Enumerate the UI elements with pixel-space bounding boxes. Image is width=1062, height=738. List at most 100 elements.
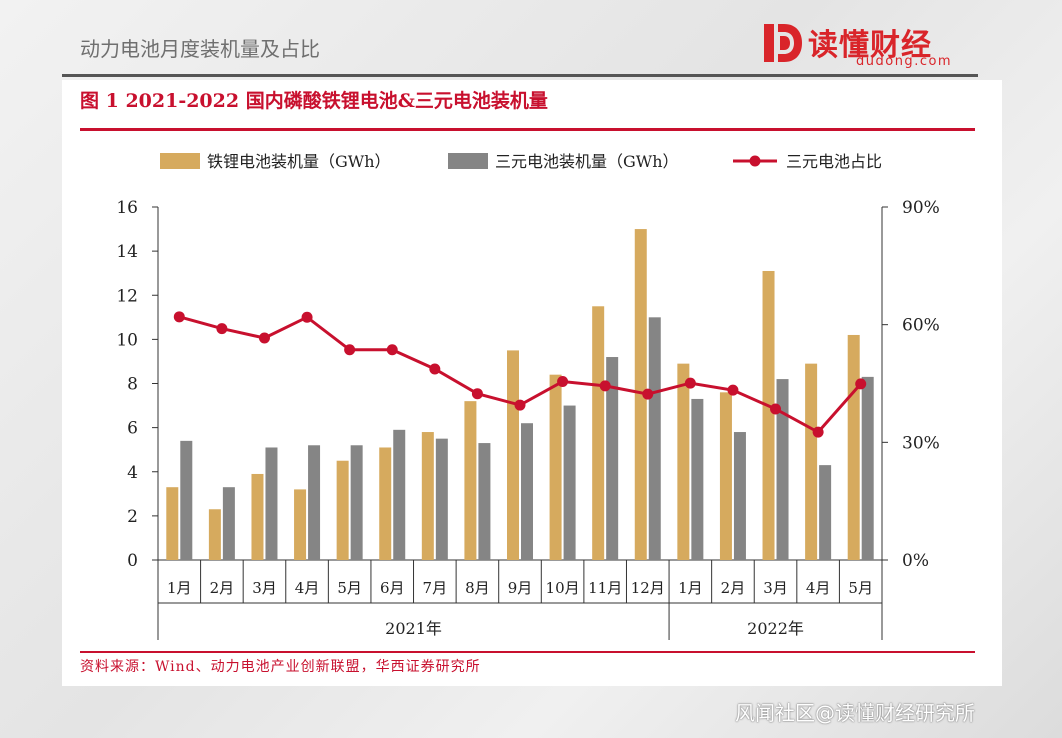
x-category-label: 2月 [721, 579, 746, 597]
x-category-label: 6月 [380, 579, 405, 597]
ternary-bar [819, 465, 832, 560]
ternary-share-line [178, 315, 862, 435]
x-category-label: 1月 [167, 579, 192, 597]
lfp-bar [464, 401, 477, 560]
ternary-bar [648, 317, 661, 560]
legend-share-swatch-dot [749, 155, 761, 167]
ternary-share-point [642, 388, 654, 400]
x-category-label: 8月 [465, 579, 490, 597]
ternary-bar [776, 379, 789, 560]
ternary-share-point [344, 344, 356, 356]
x-group-label: 2022年 [747, 619, 804, 638]
legend-lfp-swatch [160, 153, 200, 169]
x-category-label: 11月 [588, 579, 622, 597]
x-category-label: 9月 [508, 579, 533, 597]
ternary-share-point [514, 399, 526, 411]
lfp-bar [251, 473, 264, 560]
lfp-bar [847, 334, 860, 560]
x-category-label: 1月 [678, 579, 703, 597]
legend-lfp-label: 铁锂电池装机量（GWh） [207, 152, 391, 171]
lfp-bar [208, 509, 221, 560]
ternary-bar [435, 438, 448, 560]
ternary-share-point [386, 344, 398, 356]
x-category-label: 3月 [252, 579, 277, 597]
lfp-bar [166, 487, 179, 560]
ternary-share-point [855, 378, 867, 390]
right-axis-tick-label: 60% [902, 316, 940, 336]
lfp-bar [421, 432, 434, 560]
left-axis-tick-label: 4 [127, 463, 138, 483]
ternary-bar [691, 398, 704, 560]
chart-card [62, 80, 1002, 686]
figure-source-rule [80, 651, 975, 653]
lfp-bar [379, 447, 392, 560]
x-category-label: 12月 [631, 579, 665, 597]
lfp-bar [549, 374, 562, 560]
ternary-bar [180, 440, 193, 560]
ternary-share-point [684, 377, 696, 389]
ternary-bar [861, 376, 874, 560]
ternary-bar [478, 443, 491, 560]
ternary-share-point [471, 388, 483, 400]
left-axis-tick-label: 0 [127, 551, 138, 571]
ternary-share-point [301, 311, 313, 323]
brand-url: dudong.com [856, 54, 953, 69]
x-category-label: 2月 [210, 579, 235, 597]
ternary-bar [350, 445, 363, 560]
lfp-bar [805, 363, 818, 560]
ternary-share-point [727, 384, 739, 396]
dudong-logo-icon [764, 24, 802, 62]
legend-share-label: 三元电池占比 [786, 152, 882, 171]
x-category-label: 5月 [337, 579, 362, 597]
right-axis-tick-label: 30% [902, 433, 940, 453]
ternary-share-point [173, 311, 185, 323]
x-category-label: 5月 [848, 579, 873, 597]
brand-name: 读懂财经 [808, 28, 932, 63]
lfp-bar [719, 392, 732, 560]
header-divider [62, 74, 978, 77]
lfp-bar [507, 350, 519, 560]
left-axis-tick-label: 10 [116, 330, 138, 350]
ternary-share-point [770, 403, 782, 415]
x-group-label: 2021年 [385, 619, 442, 638]
ternary-share-point [429, 363, 441, 375]
figure-title: 图 1 2021-2022 国内磷酸铁锂电池&三元电池装机量 [80, 90, 548, 112]
ternary-bar [308, 445, 321, 560]
x-category-label: 4月 [295, 579, 320, 597]
right-axis-tick-label: 0% [902, 551, 929, 571]
right-axis-tick-label: 90% [902, 198, 940, 218]
lfp-bar [294, 489, 307, 560]
ternary-bar [222, 487, 235, 560]
x-category-label: 10月 [546, 579, 580, 597]
figure-title-rule [80, 128, 975, 131]
ternary-bar [265, 447, 278, 560]
left-axis-tick-label: 12 [116, 286, 138, 306]
ternary-share-point [216, 323, 228, 335]
legend-ternary-swatch [448, 153, 488, 169]
left-axis-tick-label: 16 [116, 198, 138, 218]
legend-ternary-label: 三元电池装机量（GWh） [495, 152, 679, 171]
left-axis-tick-label: 14 [116, 242, 138, 262]
lfp-bar [592, 306, 605, 560]
lfp-bar [677, 363, 690, 560]
x-category-label: 3月 [763, 579, 788, 597]
x-category-label: 7月 [423, 579, 448, 597]
figure-source: 资料来源：Wind、动力电池产业创新联盟，华西证券研究所 [80, 659, 481, 675]
ternary-bar [563, 405, 576, 560]
left-axis-tick-label: 6 [127, 419, 138, 439]
left-axis-tick-label: 8 [127, 375, 138, 395]
lfp-bar [336, 460, 349, 560]
ternary-share-point [599, 380, 611, 392]
ternary-bar [733, 432, 746, 560]
ternary-share-point [557, 376, 569, 388]
lfp-bar [762, 270, 775, 560]
brand-logo-block: 读懂财经 dudong.com [760, 18, 960, 70]
ternary-share-point [258, 332, 270, 344]
left-axis-tick-label: 2 [127, 507, 138, 527]
lfp-bar [634, 229, 647, 560]
ternary-bar [521, 423, 533, 560]
watermark: 风闻社区@读懂财经研究所 [735, 701, 975, 725]
ternary-share-point [812, 426, 824, 438]
slide-title: 动力电池月度装机量及占比 [80, 37, 320, 61]
